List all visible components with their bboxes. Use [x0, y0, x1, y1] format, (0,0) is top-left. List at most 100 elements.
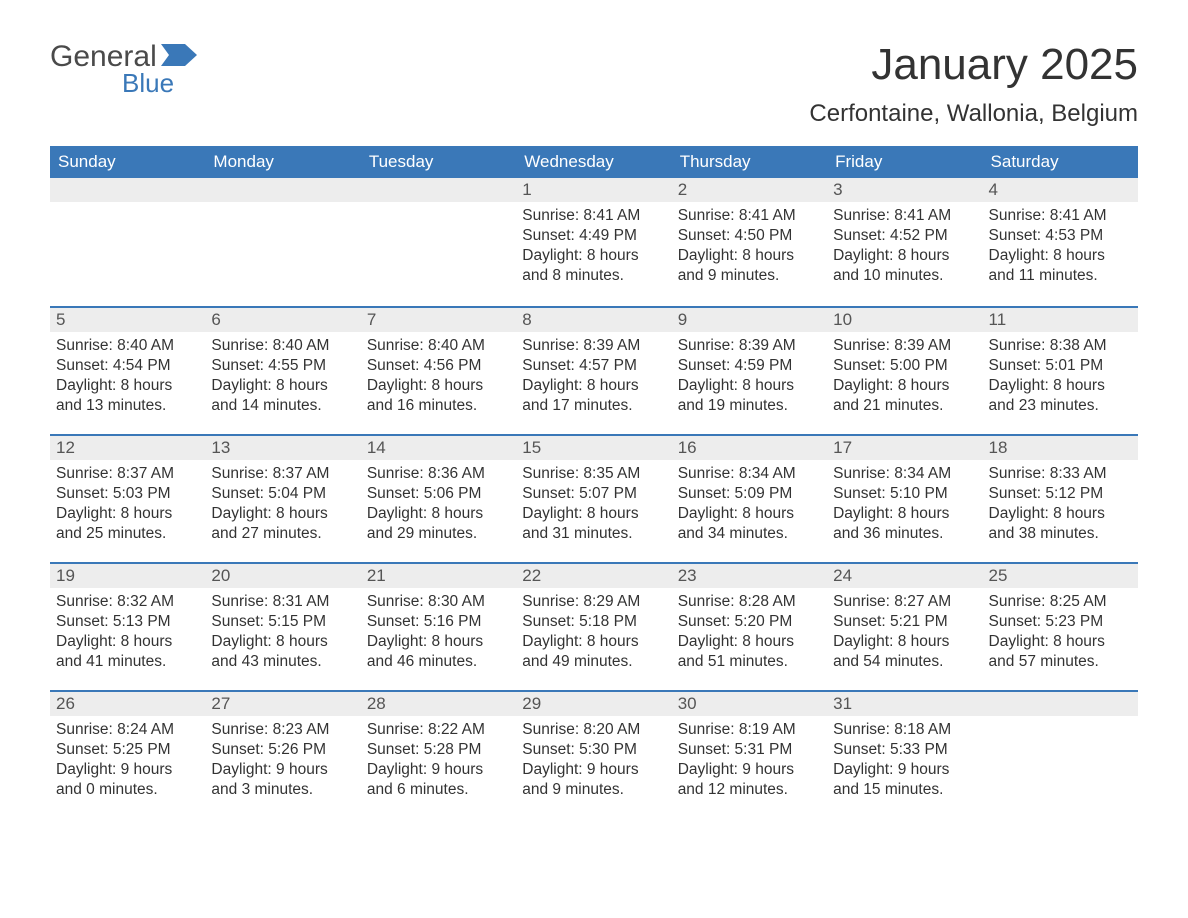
- day-header: Friday: [827, 146, 982, 178]
- daylight-line: and 23 minutes.: [989, 396, 1132, 416]
- daylight-line: Daylight: 8 hours: [678, 504, 821, 524]
- daylight-line: and 14 minutes.: [211, 396, 354, 416]
- day-number: 11: [983, 306, 1138, 332]
- empty-day-bar: [50, 178, 205, 202]
- calendar-cell: 9Sunrise: 8:39 AMSunset: 4:59 PMDaylight…: [672, 306, 827, 434]
- sunrise-line: Sunrise: 8:30 AM: [367, 592, 510, 612]
- daylight-line: Daylight: 8 hours: [211, 504, 354, 524]
- sunset-line: Sunset: 4:50 PM: [678, 226, 821, 246]
- day-header: Tuesday: [361, 146, 516, 178]
- sunset-line: Sunset: 4:57 PM: [522, 356, 665, 376]
- sunset-line: Sunset: 5:15 PM: [211, 612, 354, 632]
- daylight-line: and 16 minutes.: [367, 396, 510, 416]
- daylight-line: Daylight: 8 hours: [522, 376, 665, 396]
- calendar-cell: 26 Sunrise: 8:24 AMSunset: 5:25 PMDayligh…: [50, 690, 205, 818]
- daylight-line: and 13 minutes.: [56, 396, 199, 416]
- sunrise-line: Sunrise: 8:41 AM: [989, 206, 1132, 226]
- sunrise-line: Sunrise: 8:41 AM: [833, 206, 976, 226]
- daylight-line: Daylight: 8 hours: [833, 376, 976, 396]
- daylight-line: Daylight: 8 hours: [211, 632, 354, 652]
- day-number: 21: [361, 562, 516, 588]
- calendar-cell: 23Sunrise: 8:28 AMSunset: 5:20 PMDayligh…: [672, 562, 827, 690]
- daylight-line: and 11 minutes.: [989, 266, 1132, 286]
- sunrise-line: Sunrise: 8:39 AM: [522, 336, 665, 356]
- daylight-line: and 54 minutes.: [833, 652, 976, 672]
- sunset-line: Sunset: 5:13 PM: [56, 612, 199, 632]
- calendar-cell: [50, 178, 205, 306]
- logo-flag-icon: [161, 44, 197, 71]
- daylight-line: and 8 minutes.: [522, 266, 665, 286]
- day-details: Sunrise: 8:41 AMSunset: 4:49 PMDaylight:…: [516, 202, 671, 295]
- daylight-line: Daylight: 8 hours: [989, 246, 1132, 266]
- calendar-week-row: 19Sunrise: 8:32 AMSunset: 5:13 PMDayligh…: [50, 562, 1138, 690]
- sunrise-line: Sunrise: 8:35 AM: [522, 464, 665, 484]
- calendar-cell: 28Sunrise: 8:22 AMSunset: 5:28 PMDayligh…: [361, 690, 516, 818]
- day-number: 27: [205, 690, 360, 716]
- day-details: Sunrise: 8:32 AMSunset: 5:13 PMDaylight:…: [50, 588, 205, 681]
- sunrise-line: Sunrise: 8:28 AM: [678, 592, 821, 612]
- day-details: Sunrise: 8:30 AMSunset: 5:16 PMDaylight:…: [361, 588, 516, 681]
- calendar-cell: 4Sunrise: 8:41 AMSunset: 4:53 PMDaylight…: [983, 178, 1138, 306]
- sunrise-line: Sunrise: 8:39 AM: [678, 336, 821, 356]
- calendar-cell: 15Sunrise: 8:35 AMSunset: 5:07 PMDayligh…: [516, 434, 671, 562]
- sunset-line: Sunset: 5:21 PM: [833, 612, 976, 632]
- calendar-cell: 2Sunrise: 8:41 AMSunset: 4:50 PMDaylight…: [672, 178, 827, 306]
- day-number: 22: [516, 562, 671, 588]
- daylight-line: Daylight: 9 hours: [56, 760, 199, 780]
- day-number: 30: [672, 690, 827, 716]
- daylight-line: and 6 minutes.: [367, 780, 510, 800]
- calendar-cell: 21Sunrise: 8:30 AMSunset: 5:16 PMDayligh…: [361, 562, 516, 690]
- calendar-cell: 8Sunrise: 8:39 AMSunset: 4:57 PMDaylight…: [516, 306, 671, 434]
- daylight-line: and 0 minutes.: [56, 780, 199, 800]
- calendar-cell: 27Sunrise: 8:23 AMSunset: 5:26 PMDayligh…: [205, 690, 360, 818]
- day-number: 3: [827, 178, 982, 202]
- calendar-cell: 20Sunrise: 8:31 AMSunset: 5:15 PMDayligh…: [205, 562, 360, 690]
- sunrise-line: Sunrise: 8:33 AM: [989, 464, 1132, 484]
- daylight-line: and 25 minutes.: [56, 524, 199, 544]
- sunset-line: Sunset: 4:53 PM: [989, 226, 1132, 246]
- sunrise-line: Sunrise: 8:24 AM: [56, 720, 199, 740]
- daylight-line: Daylight: 8 hours: [367, 504, 510, 524]
- sunset-line: Sunset: 5:09 PM: [678, 484, 821, 504]
- day-number: 26: [50, 690, 205, 716]
- calendar-cell: [205, 178, 360, 306]
- calendar-cell: 29Sunrise: 8:20 AMSunset: 5:30 PMDayligh…: [516, 690, 671, 818]
- calendar-week-row: 12Sunrise: 8:37 AMSunset: 5:03 PMDayligh…: [50, 434, 1138, 562]
- sunset-line: Sunset: 5:28 PM: [367, 740, 510, 760]
- sunset-line: Sunset: 5:20 PM: [678, 612, 821, 632]
- daylight-line: and 29 minutes.: [367, 524, 510, 544]
- daylight-line: and 9 minutes.: [522, 780, 665, 800]
- daylight-line: Daylight: 8 hours: [522, 246, 665, 266]
- daylight-line: Daylight: 8 hours: [211, 376, 354, 396]
- sunrise-line: Sunrise: 8:23 AM: [211, 720, 354, 740]
- day-number: 18: [983, 434, 1138, 460]
- sunrise-line: Sunrise: 8:41 AM: [678, 206, 821, 226]
- day-header: Wednesday: [516, 146, 671, 178]
- day-number: 5: [50, 306, 205, 332]
- day-details: Sunrise: 8:37 AMSunset: 5:03 PMDaylight:…: [50, 460, 205, 553]
- sunrise-line: Sunrise: 8:31 AM: [211, 592, 354, 612]
- day-header: Thursday: [672, 146, 827, 178]
- day-number: 12: [50, 434, 205, 460]
- daylight-line: Daylight: 9 hours: [367, 760, 510, 780]
- daylight-line: and 21 minutes.: [833, 396, 976, 416]
- daylight-line: Daylight: 9 hours: [833, 760, 976, 780]
- day-details: Sunrise: 8:39 AMSunset: 4:59 PMDaylight:…: [672, 332, 827, 425]
- calendar-cell: [361, 178, 516, 306]
- daylight-line: and 38 minutes.: [989, 524, 1132, 544]
- day-details: Sunrise: 8:36 AMSunset: 5:06 PMDaylight:…: [361, 460, 516, 553]
- day-number: 24: [827, 562, 982, 588]
- daylight-line: Daylight: 8 hours: [678, 246, 821, 266]
- calendar-cell: 19Sunrise: 8:32 AMSunset: 5:13 PMDayligh…: [50, 562, 205, 690]
- day-details: Sunrise: 8:38 AMSunset: 5:01 PMDaylight:…: [983, 332, 1138, 425]
- empty-day-bar: [361, 178, 516, 202]
- sunset-line: Sunset: 5:18 PM: [522, 612, 665, 632]
- sunset-line: Sunset: 5:25 PM: [56, 740, 199, 760]
- daylight-line: and 19 minutes.: [678, 396, 821, 416]
- day-number: 15: [516, 434, 671, 460]
- sunrise-line: Sunrise: 8:34 AM: [678, 464, 821, 484]
- day-number: 16: [672, 434, 827, 460]
- calendar-table: Sunday Monday Tuesday Wednesday Thursday…: [50, 146, 1138, 818]
- day-details: Sunrise: 8:37 AMSunset: 5:04 PMDaylight:…: [205, 460, 360, 553]
- day-number: 7: [361, 306, 516, 332]
